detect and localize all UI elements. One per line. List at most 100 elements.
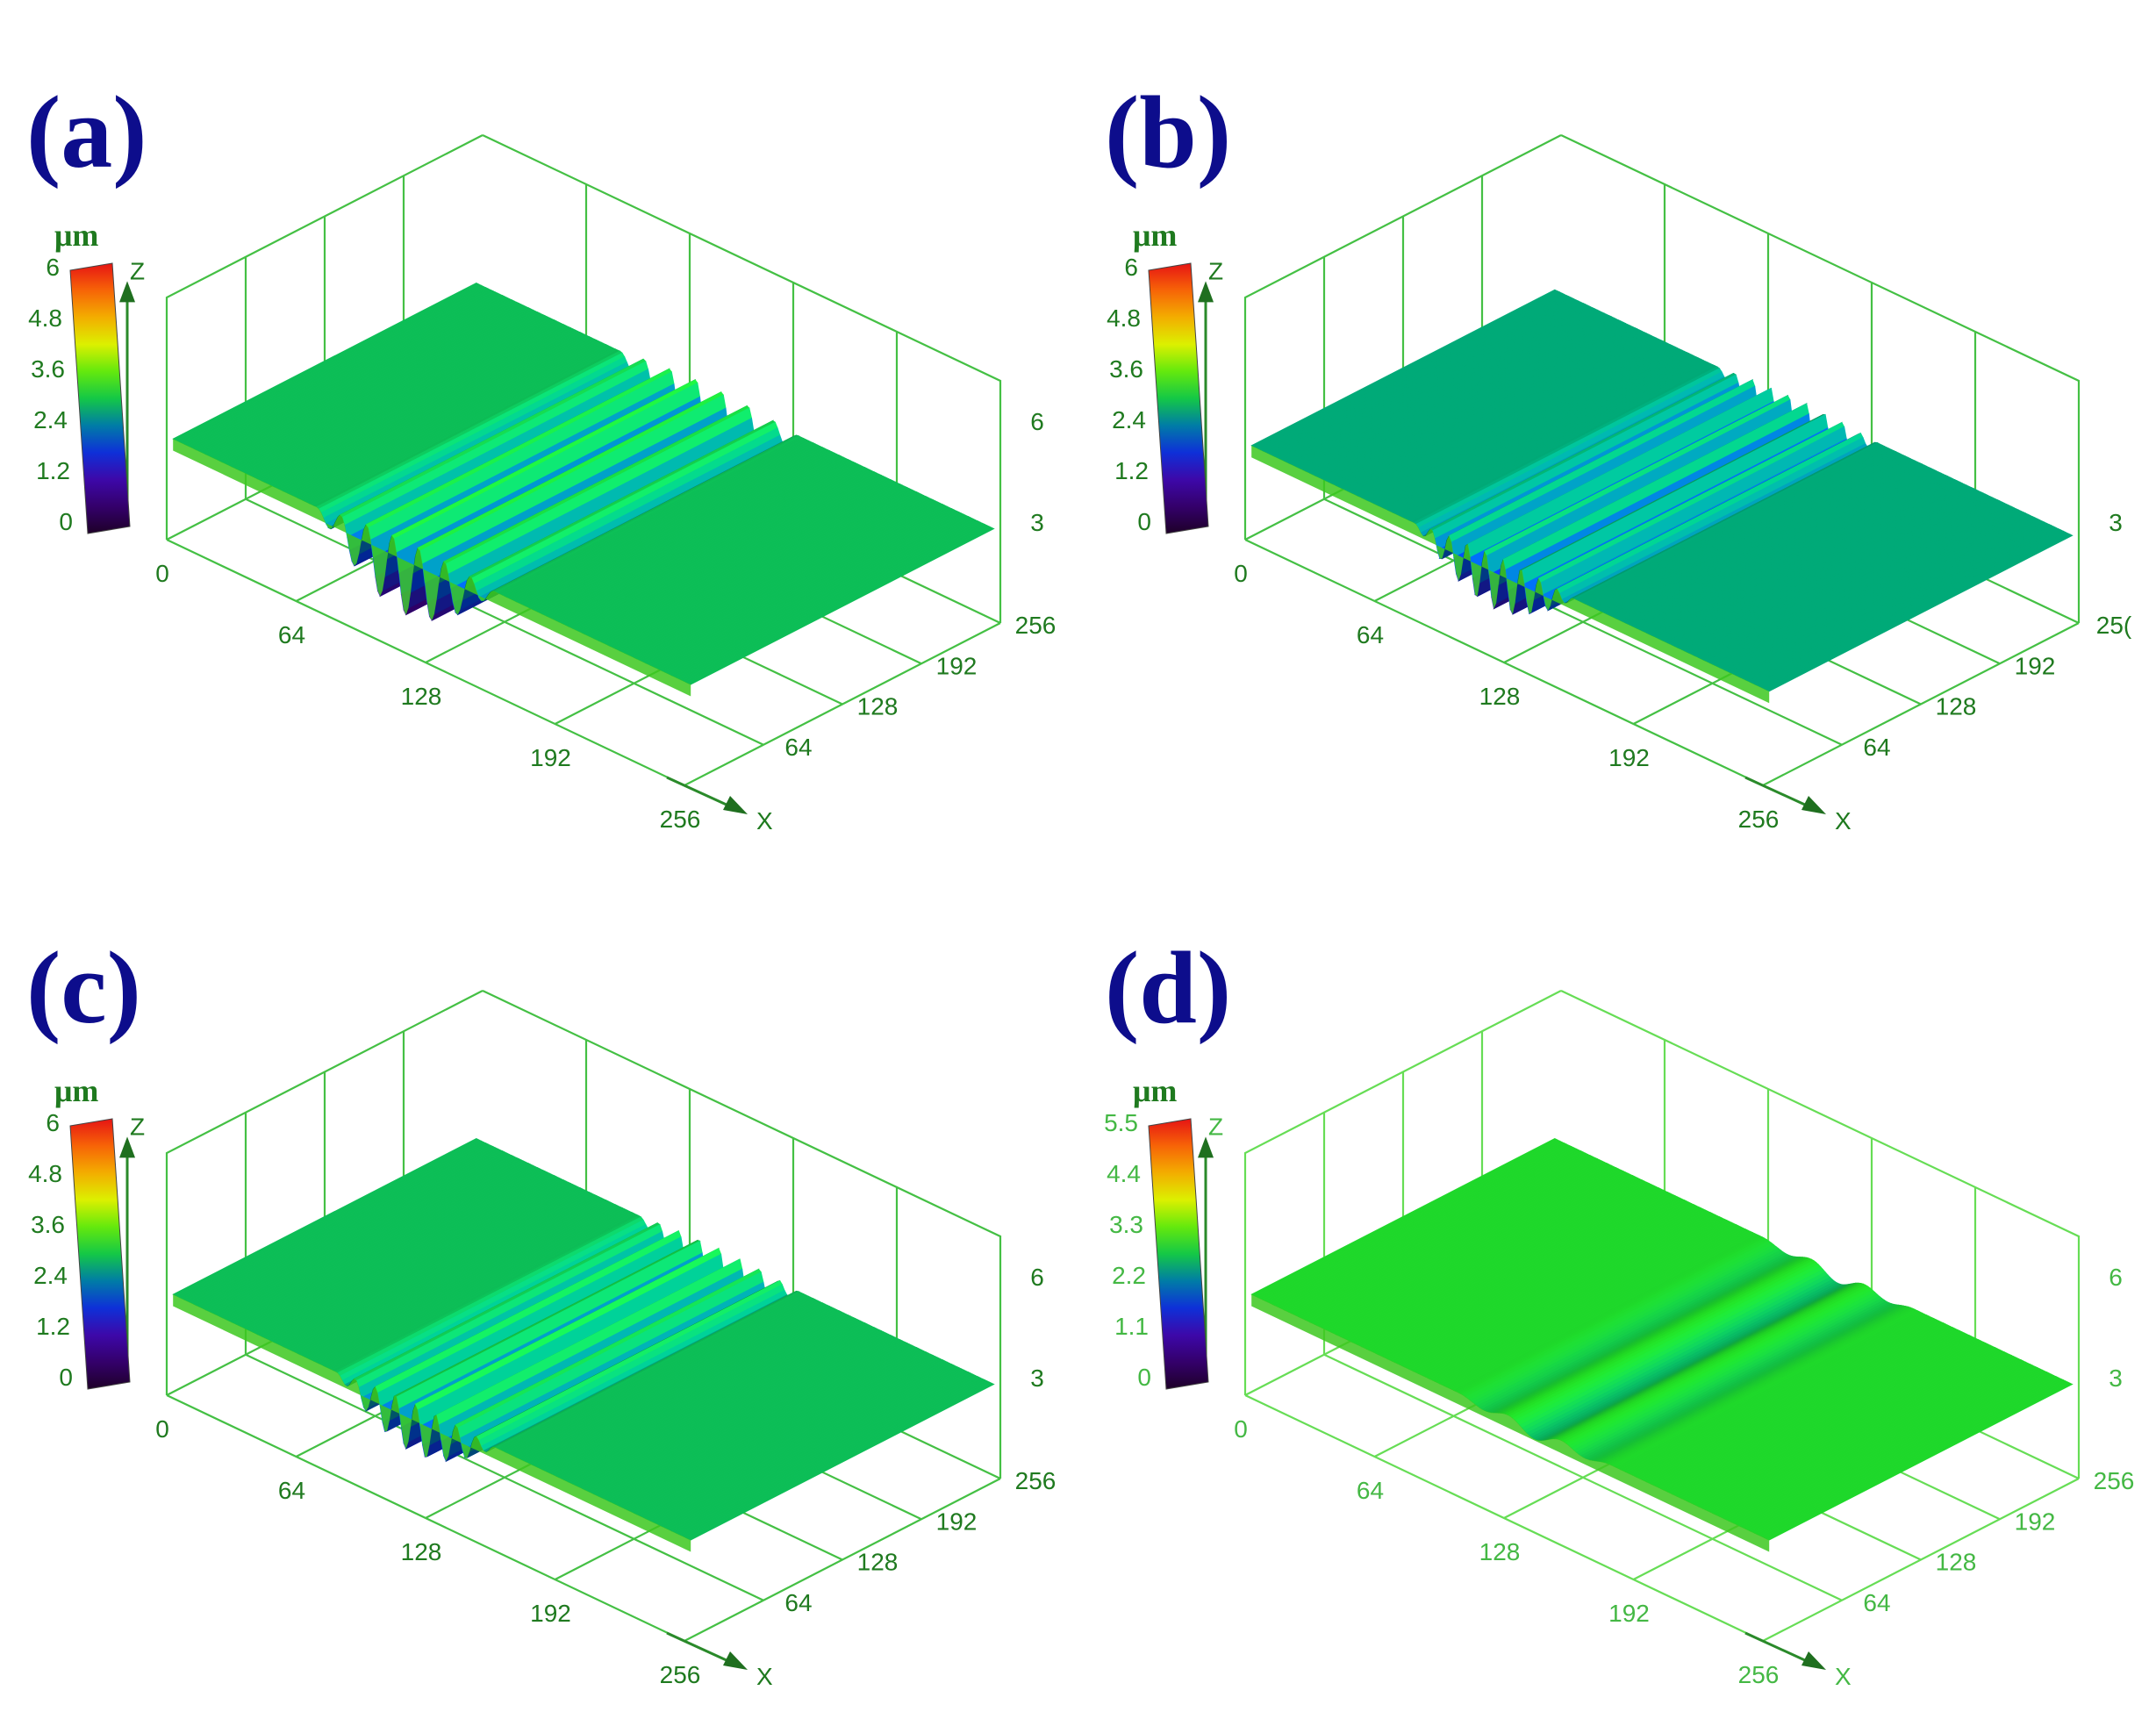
- surface-plot-d: 0 64 128 192 256 64 128 192 256 3 6 X Z 5.5 4.4 3.3 2.2 1…: [1104, 930, 2134, 1690]
- colorbar-tick-label: 3.6: [1109, 355, 1143, 383]
- y-tick-label: 256: [1015, 1467, 1057, 1494]
- x-tick-label: 192: [530, 1600, 571, 1627]
- colorbar-tick-label: 0: [59, 508, 73, 535]
- x-axis-arrow: [1801, 796, 1826, 814]
- surface: [172, 283, 995, 697]
- colorbar-unit: μm: [54, 218, 98, 253]
- panel-c: 0 64 128 192 256 64 128 192 256 3 6 X Z 6 4.8 3.6 2.4 1.2…: [0, 856, 1078, 1707]
- colorbar-tick-label: 2.4: [33, 406, 68, 433]
- z-tick-label: 6: [1030, 1264, 1044, 1291]
- y-tick-label: 128: [1936, 693, 1977, 720]
- x-tick-label: 192: [1608, 744, 1650, 771]
- x-tick-label: 64: [278, 1477, 305, 1504]
- z-tick-label: 6: [1030, 408, 1044, 435]
- tick-labels: 0 64 128 192 256 64 128 192 25(3: [1234, 509, 2132, 833]
- z-tick-label: 3: [1030, 509, 1044, 536]
- y-tick-label: 192: [2015, 652, 2056, 679]
- colorbar-tick-label: 6: [1124, 254, 1138, 281]
- colorbar-tick-label: 2.4: [1112, 406, 1146, 433]
- z-tick-label: 3: [2109, 509, 2123, 536]
- colorbar-tick-label: 1.2: [36, 457, 70, 484]
- x-tick-label: 64: [1357, 1477, 1384, 1504]
- colorbar-tick-label: 0: [59, 1364, 73, 1391]
- x-tick-label: 256: [660, 1661, 701, 1688]
- colorbar-tick-label: 1.2: [36, 1313, 70, 1340]
- x-axis-arrow: [723, 796, 748, 814]
- y-tick-label: 25(: [2096, 612, 2132, 639]
- panel-d: 0 64 128 192 256 64 128 192 256 3 6 X Z 5.5 4.4 3.3 2.2 1…: [1078, 856, 2156, 1707]
- x-axis-name: X: [1835, 807, 1852, 834]
- colorbar: [1148, 262, 1209, 534]
- surface-plot-a: 0 64 128 192 256 64 128 192 256 3 6 X Z 6 4.8 3.6 2.4 1.2…: [26, 75, 1056, 834]
- x-axis-name: X: [756, 807, 773, 834]
- colorbar-tick-label: 4.4: [1107, 1160, 1141, 1187]
- colorbar-unit: μm: [54, 1073, 98, 1108]
- z-axis-name: Z: [1208, 257, 1223, 284]
- x-tick-label: 0: [155, 1415, 169, 1443]
- colorbar-tick-label: 2.4: [33, 1262, 68, 1289]
- panel-label: (a): [26, 75, 147, 190]
- colorbar-tick-label: 5.5: [1104, 1109, 1138, 1136]
- x-tick-label: 128: [401, 1538, 442, 1565]
- y-tick-label: 128: [1936, 1549, 1977, 1576]
- surface-strip: [1766, 1382, 2074, 1541]
- x-axis-arrow: [1801, 1651, 1826, 1670]
- x-tick-label: 64: [278, 621, 305, 648]
- x-tick-label: 256: [1738, 806, 1780, 833]
- tick-labels: 0 64 128 192 256 64 128 192 256 3 6: [1234, 1264, 2134, 1688]
- x-tick-label: 192: [1608, 1600, 1650, 1627]
- x-tick-label: 0: [155, 560, 169, 587]
- z-axis-arrow: [1198, 281, 1214, 303]
- x-tick-label: 0: [1234, 560, 1248, 587]
- z-axis-arrow: [119, 1136, 135, 1158]
- back-wall-outline: [1560, 134, 2081, 623]
- surface-front-face: [173, 1294, 691, 1552]
- left-wall-outline: [1243, 990, 1562, 1395]
- x-axis-line: [666, 776, 729, 807]
- panel-b: 0 64 128 192 256 64 128 192 25(3 X Z 6 4.8 3.6 2.4 1.2 0…: [1078, 0, 2156, 851]
- colorbar: [69, 1118, 131, 1390]
- colorbar-tick-label: 3.3: [1109, 1211, 1143, 1238]
- z-tick-label: 6: [2109, 1264, 2123, 1291]
- colorbar: [1148, 1118, 1209, 1390]
- x-tick-label: 64: [1357, 621, 1384, 648]
- surface: [172, 1138, 995, 1552]
- y-tick-label: 192: [936, 652, 978, 679]
- surface-front-face: [1251, 445, 1770, 704]
- back-wall-outline: [482, 990, 1002, 1479]
- surface: [1250, 1138, 2074, 1552]
- colorbar-tick-label: 4.8: [28, 304, 62, 332]
- y-tick-label: 256: [2094, 1467, 2135, 1494]
- tick-labels: 0 64 128 192 256 64 128 192 256 3 6: [155, 1264, 1056, 1688]
- colorbar-tick-label: 1.2: [1114, 457, 1149, 484]
- x-axis-line: [1744, 776, 1808, 807]
- colorbar-tick-label: 4.8: [1107, 304, 1141, 332]
- x-tick-label: 256: [1738, 1661, 1780, 1688]
- x-tick-label: 128: [1479, 1538, 1521, 1565]
- panel-label: (b): [1105, 75, 1231, 190]
- surface-strip: [687, 1382, 995, 1541]
- z-axis-name: Z: [130, 1113, 145, 1140]
- left-wall-outline: [165, 134, 483, 540]
- x-axis-line: [1744, 1631, 1808, 1663]
- colorbar-tick-label: 3.6: [31, 355, 65, 383]
- x-axis-name: X: [756, 1663, 773, 1690]
- x-tick-label: 128: [401, 683, 442, 710]
- tick-labels: 0 64 128 192 256 64 128 192 256 3 6: [155, 408, 1056, 833]
- z-tick-label: 3: [1030, 1364, 1044, 1392]
- colorbar-tick-label: 3.6: [31, 1211, 65, 1238]
- colorbar-tick-label: 6: [46, 1109, 60, 1136]
- y-tick-label: 64: [784, 1589, 812, 1616]
- z-axis-name: Z: [130, 257, 145, 284]
- surface-strip: [1766, 534, 2074, 692]
- colorbar-unit: μm: [1133, 1073, 1177, 1108]
- back-wall-outline: [482, 134, 1002, 623]
- colorbar-tick-label: 0: [1137, 1364, 1151, 1391]
- left-wall-outline: [1243, 134, 1562, 540]
- panel-label: (c): [26, 930, 141, 1045]
- colorbar-tick-label: 6: [46, 254, 60, 281]
- surface: [1250, 289, 2074, 704]
- y-tick-label: 192: [2015, 1508, 2056, 1535]
- z-axis-arrow: [119, 281, 135, 303]
- x-tick-label: 128: [1479, 683, 1521, 710]
